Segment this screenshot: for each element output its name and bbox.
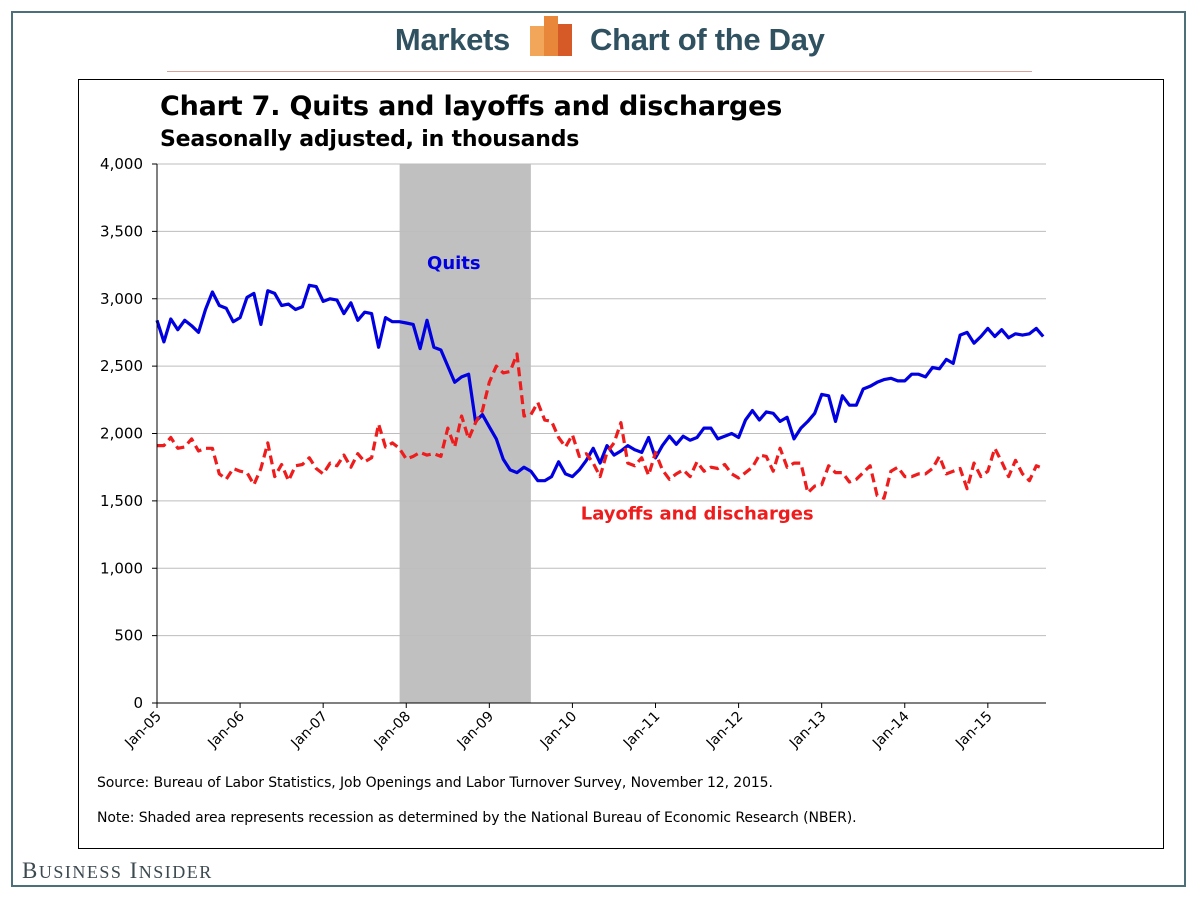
series-layer <box>155 283 1045 500</box>
header-divider <box>167 71 1032 72</box>
y-tick-label: 2,500 <box>100 357 143 375</box>
series-label-layoffs: Layoffs and discharges <box>581 504 814 525</box>
chart-title: Chart 7. Quits and layoffs and discharge… <box>160 91 783 122</box>
x-tick-label: Jan-05 <box>121 709 164 752</box>
logo-bar-3 <box>558 24 572 56</box>
chart-frame <box>78 79 1164 849</box>
logo-bar-1 <box>530 26 544 56</box>
markets-label[interactable]: Markets <box>394 22 510 57</box>
y-tick-label: 2,000 <box>100 425 143 443</box>
brand-nsider: NSIDER <box>138 862 213 882</box>
recession-note: Note: Shaded area represents recession a… <box>97 810 857 826</box>
brand-usiness: USINESS <box>38 862 123 882</box>
axis-layer: 4,0003,5003,0002,5002,0001,5001,0005000J… <box>100 155 1046 752</box>
y-tick-label: 3,500 <box>100 222 143 240</box>
y-tick-label: 0 <box>133 694 143 712</box>
chart-of-the-day-label[interactable]: Chart of the Day <box>590 22 825 57</box>
x-tick-label: Jan-13 <box>786 709 829 752</box>
page-frame <box>11 11 1186 887</box>
series-line-quits <box>155 283 1045 483</box>
business-insider-logo[interactable]: BUSINESS INSIDER <box>22 858 213 884</box>
x-tick-label: Jan-08 <box>371 709 414 752</box>
y-tick-label: 4,000 <box>100 155 143 173</box>
series-label-quits: Quits <box>427 253 481 274</box>
x-tick-label: Jan-07 <box>288 709 331 752</box>
label-layer: Quits Layoffs and discharges <box>427 253 814 525</box>
y-tick-label: 1,000 <box>100 559 143 577</box>
header: Markets Chart of the Day <box>0 22 1200 68</box>
grid-layer <box>157 163 1046 637</box>
chart-subtitle: Seasonally adjusted, in thousands <box>160 127 580 152</box>
y-tick-label: 1,500 <box>100 492 143 510</box>
brand-i: I <box>129 858 139 883</box>
y-tick-label: 500 <box>114 627 143 645</box>
x-tick-label: Jan-14 <box>869 708 913 752</box>
x-tick-label: Jan-15 <box>952 709 995 752</box>
x-tick-label: Jan-12 <box>703 709 746 752</box>
series-line-layoffs <box>157 352 1044 500</box>
chart-logo-icon <box>530 16 572 56</box>
x-tick-label: Jan-06 <box>204 708 248 752</box>
x-tick-label: Jan-11 <box>620 709 663 752</box>
x-tick-label: Jan-09 <box>454 709 497 752</box>
source-note: Source: Bureau of Labor Statistics, Job … <box>97 775 773 791</box>
y-tick-label: 3,000 <box>100 290 143 308</box>
x-tick-label: Jan-10 <box>537 709 580 752</box>
logo-bar-2 <box>544 16 558 56</box>
brand-b: B <box>22 858 39 883</box>
